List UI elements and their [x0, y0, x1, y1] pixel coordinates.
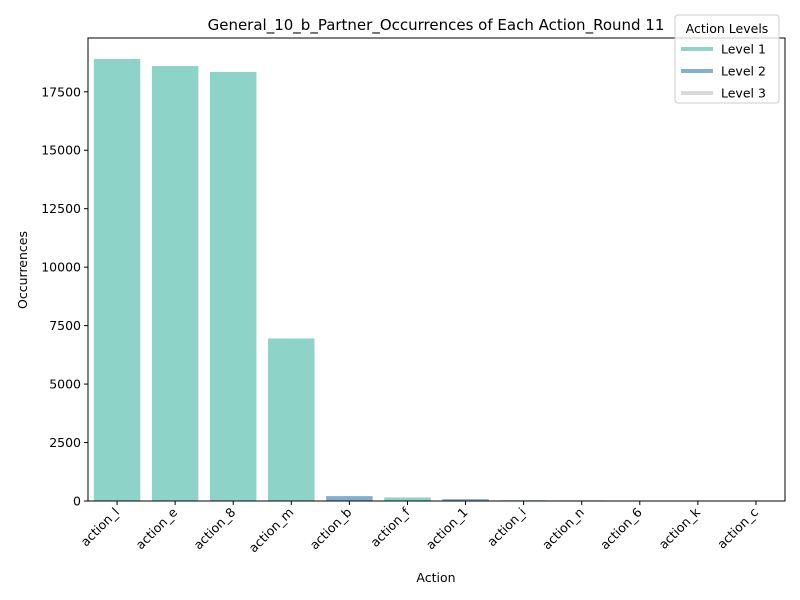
x-tick-label-action_k: action_k: [656, 504, 704, 552]
y-tick-label: 5000: [49, 377, 81, 392]
y-tick-label: 7500: [49, 318, 81, 333]
plot-area: 0 2500 5000 7500 10000 12500 15000 17500 action_…: [41, 37, 786, 556]
x-tick-label-action_c: action_c: [714, 504, 761, 551]
bar-action_l: [93, 59, 141, 501]
axes-frame: [87, 37, 786, 502]
x-tick-label-action_i: action_i: [484, 505, 529, 550]
bar-action_m: [268, 338, 315, 501]
x-tick-label-action_6: action_6: [597, 504, 645, 552]
legend-frame: [674, 14, 780, 104]
legend-label-level-3: Level 3: [721, 86, 766, 101]
bar-action_8: [209, 71, 257, 502]
legend-label-level-1: Level 1: [721, 42, 766, 57]
bar-action_e: [151, 66, 199, 501]
y-tick-label: 0: [73, 494, 81, 509]
x-axis-label: Action: [416, 570, 455, 585]
x-tick-label-action_b: action_b: [307, 504, 355, 552]
x-tick-label-action_m: action_m: [246, 505, 297, 556]
legend-title: Action Levels: [686, 21, 769, 36]
y-tick-label: 2500: [49, 435, 81, 450]
y-tick-label: 17500: [41, 84, 81, 99]
legend-label-level-2: Level 2: [721, 64, 766, 79]
legend: Action Levels Level 1 Level 2 Level 3: [674, 14, 780, 104]
x-tick-label-action_e: action_e: [133, 504, 181, 552]
y-axis-label: Occurrences: [15, 231, 30, 309]
bar-action_1: [442, 499, 489, 501]
x-tick-label-action_f: action_f: [367, 504, 413, 550]
y-tick-label: 10000: [41, 260, 81, 275]
x-tick-label-action_l: action_l: [77, 505, 122, 550]
bar-action_f: [384, 497, 431, 501]
y-tick-label: 15000: [41, 143, 81, 158]
bar-action_b: [326, 496, 373, 501]
y-tick-label: 12500: [41, 201, 81, 216]
x-tick-label-action_n: action_n: [539, 505, 587, 553]
x-tick-label-action_1: action_1: [423, 505, 471, 553]
x-tick-label-action_8: action_8: [190, 504, 238, 552]
chart-title: General_10_b_Partner_Occurrences of Each…: [208, 16, 665, 35]
